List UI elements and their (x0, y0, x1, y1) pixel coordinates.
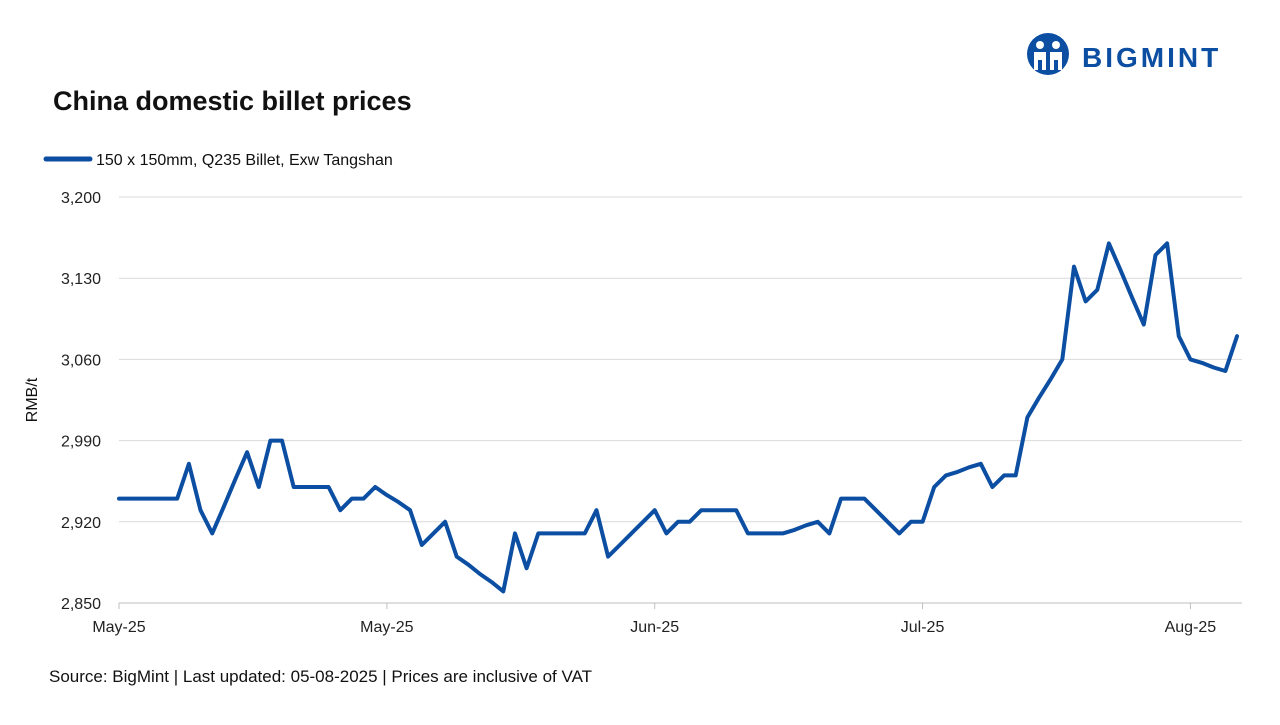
y-axis-label: RMB/t (24, 377, 41, 422)
data-line (117, 241, 1239, 594)
footer: Source: BigMint | Last updated: 05-08-20… (49, 667, 592, 686)
logo: BIGMINT (1027, 33, 1221, 75)
chart-title: China domestic billet prices (53, 86, 412, 116)
y-tick-label: 2,850 (61, 596, 101, 613)
x-tick-label: Aug-25 (1165, 619, 1217, 636)
x-tick-label: May-25 (92, 619, 145, 636)
y-tick-label: 3,200 (61, 190, 101, 207)
y-tick-label: 3,130 (61, 271, 101, 288)
y-tick-label: 2,920 (61, 515, 101, 532)
x-tick-label: Jun-25 (630, 619, 679, 636)
brand: BIGMINT (1082, 42, 1221, 73)
y-tick-label: 2,990 (61, 434, 101, 451)
x-tick-label: May-25 (360, 619, 413, 636)
y-tick-label: 3,060 (61, 352, 101, 369)
x-tick-label: Jul-25 (901, 619, 945, 636)
legend-label: 150 x 150mm, Q235 Billet, Exw Tangshan (96, 152, 393, 169)
